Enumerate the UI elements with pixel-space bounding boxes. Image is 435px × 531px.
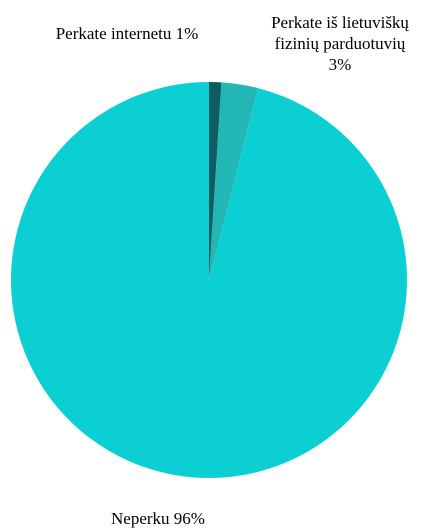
data-label-2-line-1: Perkate iš lietuviškų — [271, 13, 409, 32]
data-label-3: Neperku 96% — [111, 509, 205, 528]
pie-slice-3 — [11, 82, 408, 479]
data-label-1: Perkate internetu 1% — [56, 24, 199, 43]
data-label-2-line-3: 3% — [329, 55, 352, 74]
data-label-2: Perkate iš lietuviškų fizinių parduotuvių… — [271, 13, 409, 74]
data-label-2-line-2: fizinių parduotuvių — [275, 34, 406, 53]
pie-slice-1 — [209, 82, 222, 280]
pie-labels: Perkate internetu 1% Perkate iš lietuvišk… — [56, 13, 410, 528]
pie-slices — [11, 82, 408, 479]
pie-slice-2 — [209, 82, 259, 280]
